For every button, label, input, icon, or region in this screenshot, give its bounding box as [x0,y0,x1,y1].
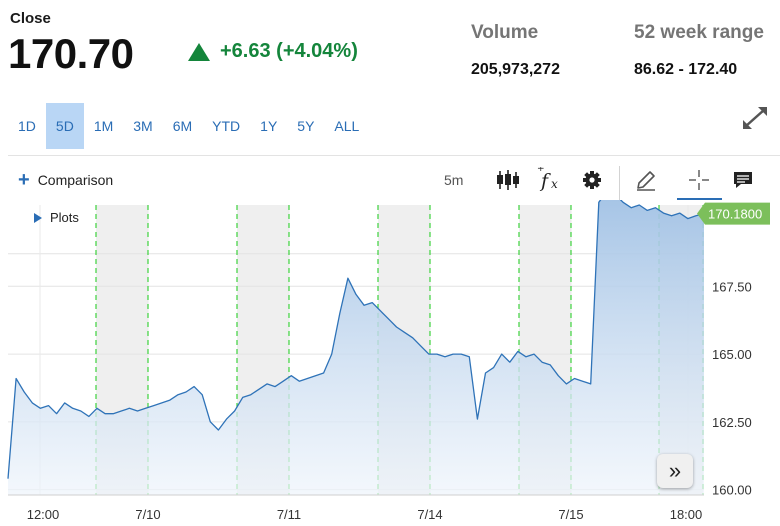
x-tick-label-2: 7/10 [135,507,160,522]
price-change: +6.63 (+4.04%) [188,40,358,63]
function-icon: + f x [537,167,558,192]
comparison-button[interactable]: + Comparison [18,169,114,191]
x-tick-label-6: 18:00 [670,507,703,522]
range-button-5d[interactable]: 5D [45,103,84,149]
chart-type-button[interactable] [493,166,523,194]
up-triangle-icon [188,42,210,61]
range-button-3m[interactable]: 3M [133,118,153,134]
gear-icon [583,171,601,189]
price-area [8,200,704,495]
x-tick-label-4: 7/14 [417,507,442,522]
price-change-value: +6.63 (+4.04%) [220,40,358,62]
last-value-label: 170.1800 [708,207,762,222]
svg-text:+: + [537,167,545,174]
draw-button[interactable] [631,166,661,194]
plots-label: Plots [50,210,79,225]
settings-button[interactable] [577,166,607,194]
range-button-1d[interactable]: 1D [18,118,36,134]
range-button-5y[interactable]: 5Y [297,118,315,134]
plots-toggle[interactable]: Plots [34,210,79,225]
toolbar-separator [619,166,620,200]
week-range-label: 52 week range [634,22,764,43]
crosshair-active-indicator [677,198,722,200]
volume-value: 205,973,272 [471,61,560,78]
range-button-1y[interactable]: 1Y [260,118,278,134]
candlestick-icon [497,170,519,190]
y-tick-label-4: 167.50 [712,279,752,294]
range-button-6m[interactable]: 6M [172,118,193,134]
chart-toolbar: + Comparison 5m + f x [0,160,780,202]
x-tick-label-1: 12:00 [27,507,60,522]
svg-text:x: x [551,177,558,191]
volume-label: Volume [471,22,539,43]
comparison-label: Comparison [37,172,114,188]
plus-icon: + [18,169,30,191]
pencil-icon [637,171,655,191]
range-button-1m[interactable]: 1M [93,118,114,134]
comment-icon [734,172,752,188]
interval-selector[interactable]: 5m [444,172,464,188]
close-label: Close [10,10,51,27]
header-divider [8,155,780,156]
last-value-badge [697,202,770,225]
x-tick-label-5: 7/15 [558,507,583,522]
range-button-all[interactable]: ALL [334,118,360,134]
crosshair-button[interactable] [684,166,714,194]
play-icon [34,212,42,223]
range-selector: 1D 5D 1M 3M 6M YTD 1Y 5Y ALL [8,103,369,149]
studies-button[interactable]: + f x [534,166,564,194]
expand-icon[interactable] [740,104,770,132]
y-tick-label-1: 160.00 [712,483,752,498]
price-line [7,200,705,479]
x-tick-label-3: 7/11 [277,507,301,522]
double-chevron-right-icon: » [668,458,682,483]
y-tick-label-3: 165.00 [712,347,752,362]
annotations-button[interactable] [728,166,758,194]
y-tick-label-2: 162.50 [712,415,752,430]
range-button-ytd[interactable]: YTD [212,118,241,134]
crosshair-icon [689,170,709,190]
close-price: 170.70 [8,30,134,77]
svg-text:f: f [539,170,551,192]
scroll-forward-button[interactable]: » [657,454,693,488]
week-range-value: 86.62 - 172.40 [634,61,738,78]
price-chart[interactable]: 160.00 162.50 165.00 167.50 12:00 7/10 7/11 7/1… [0,200,780,526]
quote-header: Close 170.70 +6.63 (+4.04%) Volume 205,9… [0,0,780,100]
